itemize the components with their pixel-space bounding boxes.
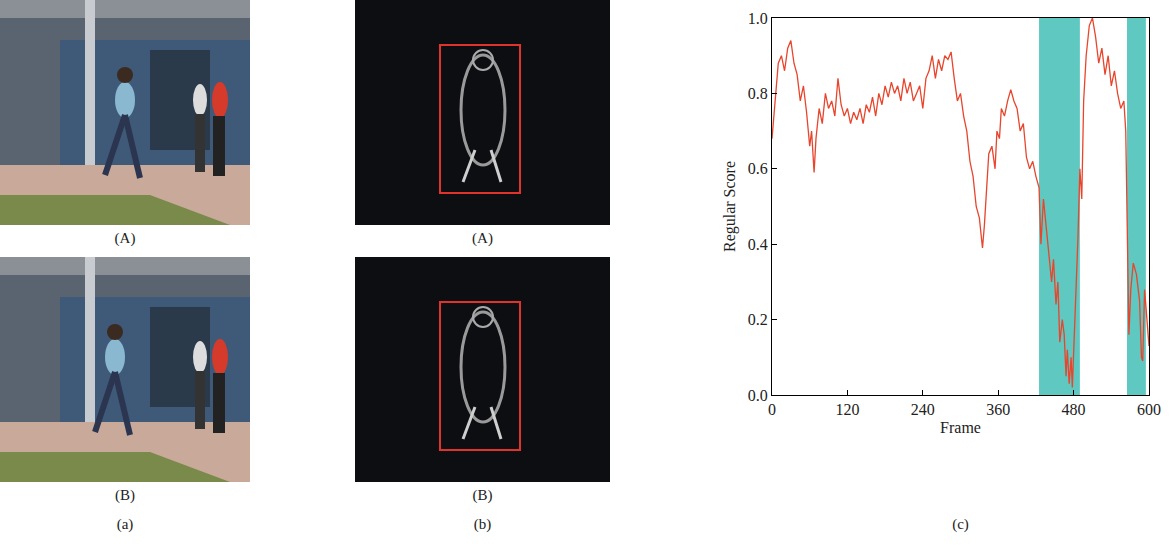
html-text:(A): (A) (114, 230, 136, 246)
html-text:(B): (B) (115, 487, 135, 503)
svg-text:240: 240 (911, 401, 935, 418)
svg-text:600: 600 (1137, 401, 1161, 418)
html-text:(a): (a) (116, 516, 134, 532)
svg-text:480: 480 (1062, 401, 1086, 418)
html-text:(b): (b) (473, 516, 492, 532)
svg-text:1.0: 1.0 (748, 10, 768, 27)
svg-text:Frame: Frame (940, 419, 981, 436)
html-text:(A): (A) (472, 230, 493, 246)
svg-text:0.2: 0.2 (748, 311, 768, 328)
svg-text:0.6: 0.6 (748, 160, 768, 177)
html-text:(B): (B) (472, 487, 493, 503)
svg-text:0.4: 0.4 (748, 236, 768, 253)
svg-text:360: 360 (986, 401, 1010, 418)
svg-text:0: 0 (768, 401, 776, 418)
svg-text:0.0: 0.0 (748, 387, 768, 404)
svg-text:120: 120 (835, 401, 859, 418)
html-text:(c): (c) (952, 516, 969, 532)
svg-text:0.8: 0.8 (748, 85, 768, 102)
svg-text:Regular Score: Regular Score (721, 161, 739, 252)
